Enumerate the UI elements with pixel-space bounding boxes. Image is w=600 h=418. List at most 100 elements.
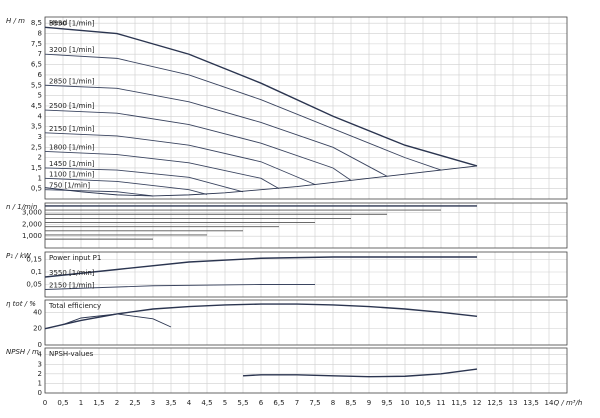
x-tick-label: 3 <box>151 399 155 407</box>
x-tick-label: 10,5 <box>415 399 431 407</box>
curve-label: 2500 [1/min] <box>49 102 95 110</box>
curve-label: 1450 [1/min] <box>49 160 95 168</box>
curve <box>44 132 316 185</box>
y-tick-label: 4 <box>38 351 43 359</box>
panel-frame <box>44 202 568 249</box>
curve <box>44 165 478 197</box>
curve-label: 3200 [1/min] <box>49 46 95 54</box>
curve <box>44 284 315 290</box>
curve-label: 2150 [1/min] <box>49 125 95 133</box>
y-tick-label: 2,5 <box>31 143 42 151</box>
y-tick-label: 6 <box>38 71 43 79</box>
x-tick-label: 2 <box>115 399 119 407</box>
panel-legend: NPSH-values <box>49 350 94 358</box>
y-tick-label: 0,15 <box>26 256 42 264</box>
panel-frame <box>44 251 568 298</box>
x-tick-label: 1,5 <box>93 399 104 407</box>
x-tick-label: 14 <box>545 399 554 407</box>
curve <box>44 53 442 171</box>
x-tick-label: 8 <box>331 399 335 407</box>
x-tick-label: 12,5 <box>487 399 503 407</box>
x-tick-label: 8,5 <box>345 399 356 407</box>
curve <box>44 109 352 181</box>
x-tick-label: 7 <box>295 399 299 407</box>
y-tick-label: 3 <box>38 360 42 368</box>
x-tick-label: 7,5 <box>309 399 320 407</box>
curve-label: 1800 [1/min] <box>49 143 95 151</box>
curve-label: 3550 [1/min] <box>49 269 95 277</box>
y-tick-label: 0 <box>38 389 42 397</box>
y-axis-label: P₁ / kW <box>6 252 32 260</box>
x-tick-label: 11,5 <box>451 399 467 407</box>
x-tick-label: 9 <box>367 399 371 407</box>
curve-label: 3550 [1/min] <box>49 19 95 27</box>
curve <box>44 256 477 278</box>
y-tick-label: 1 <box>38 174 42 182</box>
panel-legend: Power input P1 <box>49 254 101 262</box>
panel-legend: Head <box>49 19 67 27</box>
y-tick-label: 7,5 <box>31 40 42 48</box>
curve <box>242 368 478 378</box>
curve-label: 2150 [1/min] <box>49 282 95 290</box>
y-tick-label: 8,5 <box>31 19 42 27</box>
x-tick-label: 10 <box>401 399 410 407</box>
y-tick-label: 20 <box>33 325 42 333</box>
x-tick-label: 13,5 <box>523 399 539 407</box>
x-tick-label: 5,5 <box>237 399 248 407</box>
y-tick-label: 40 <box>33 308 42 316</box>
x-tick-label: 11 <box>437 399 446 407</box>
y-tick-label: 3,5 <box>31 123 42 131</box>
x-tick-label: 4 <box>187 399 192 407</box>
y-tick-label: 4 <box>38 112 43 120</box>
x-tick-label: 3,5 <box>165 399 176 407</box>
y-tick-label: 3 <box>38 133 42 141</box>
y-tick-label: 2 <box>38 154 42 162</box>
y-tick-label: 1,5 <box>31 164 42 172</box>
y-axis-label: n / 1/min <box>6 203 37 211</box>
x-tick-label: 0 <box>43 399 47 407</box>
curve <box>44 26 478 167</box>
y-tick-label: 1,000 <box>22 232 42 240</box>
curve-label: 750 [1/min] <box>49 182 90 190</box>
x-tick-label: 5 <box>223 399 227 407</box>
y-tick-label: 0,05 <box>26 281 42 289</box>
curve-label: 1100 [1/min] <box>49 170 95 178</box>
y-tick-label: 5,5 <box>31 81 42 89</box>
y-tick-label: 0,5 <box>31 185 42 193</box>
y-tick-label: 6,5 <box>31 61 42 69</box>
x-tick-label: 2,5 <box>129 399 140 407</box>
panel-frame <box>44 347 568 394</box>
y-tick-label: 0 <box>38 341 42 349</box>
curve <box>44 167 244 193</box>
y-tick-label: 2 <box>38 370 42 378</box>
x-tick-label: 13 <box>509 399 518 407</box>
y-tick-label: 0,1 <box>31 268 42 276</box>
y-tick-label: 2,000 <box>22 220 42 228</box>
x-tick-label: 6 <box>259 399 264 407</box>
y-tick-label: 4,5 <box>31 102 42 110</box>
y-axis-label: η tot / % <box>6 300 36 308</box>
x-tick-label: 0,5 <box>57 399 68 407</box>
y-tick-label: 5 <box>38 92 42 100</box>
x-tick-label: 6,5 <box>273 399 284 407</box>
y-tick-label: 8 <box>38 30 42 38</box>
x-tick-label: 4,5 <box>201 399 212 407</box>
y-tick-label: 3,000 <box>22 208 42 216</box>
x-axis-label: Q / m³/h <box>554 399 583 407</box>
curve <box>44 84 388 177</box>
curve <box>62 313 172 328</box>
y-axis-label: H / m <box>6 17 25 25</box>
x-tick-label: 9,5 <box>381 399 392 407</box>
x-tick-label: 12 <box>473 399 482 407</box>
panel-legend: Total efficiency <box>48 302 101 310</box>
y-tick-label: 7 <box>38 50 42 58</box>
y-tick-label: 1 <box>38 379 42 387</box>
curve <box>44 177 208 195</box>
panel-frame <box>44 299 568 346</box>
y-axis-label: NPSH / m <box>6 348 39 356</box>
x-tick-label: 1 <box>79 399 83 407</box>
curve <box>44 150 280 190</box>
panel-frame <box>44 16 568 200</box>
curve-label: 2850 [1/min] <box>49 77 95 85</box>
